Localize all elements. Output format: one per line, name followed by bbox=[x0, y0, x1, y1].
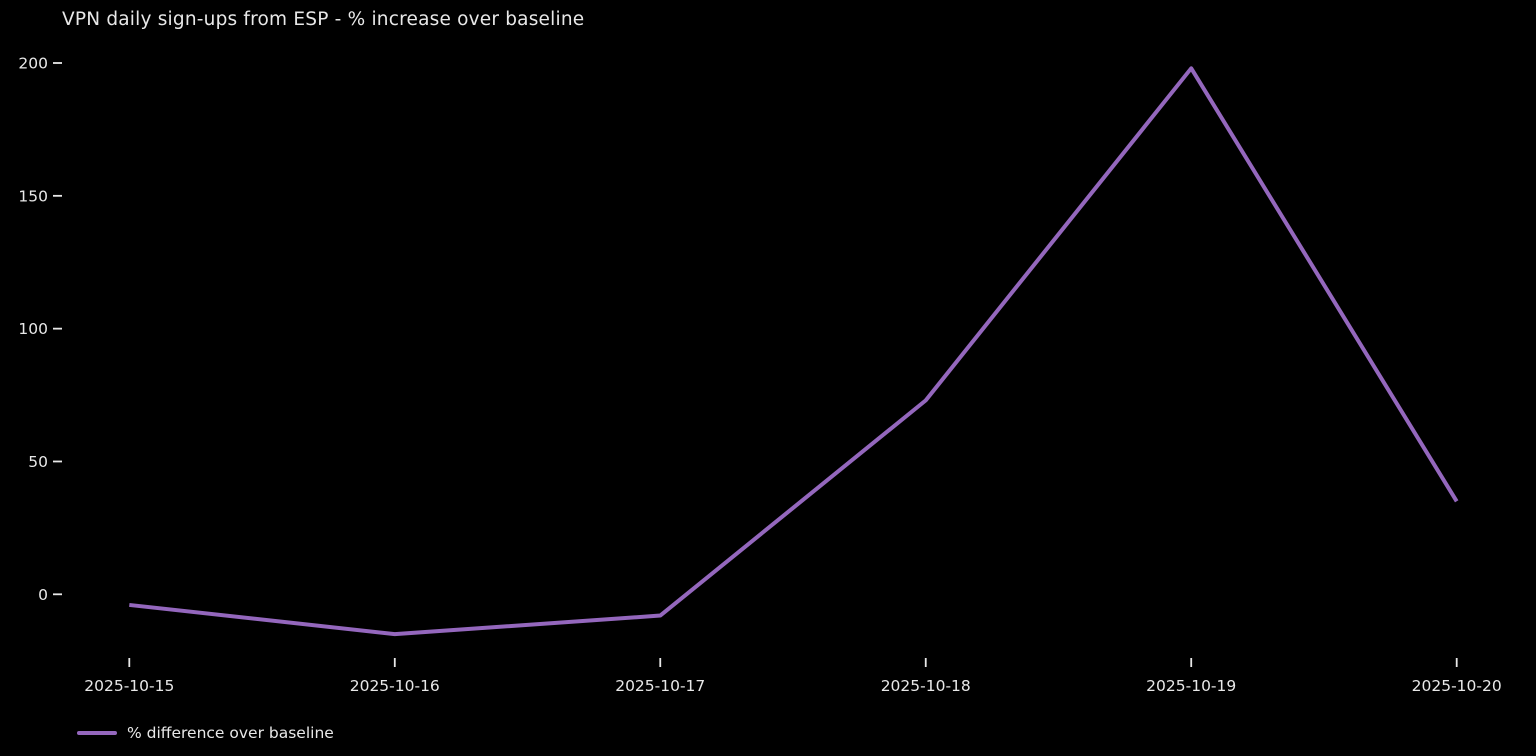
y-tick-label: 0 bbox=[38, 586, 48, 604]
data-line bbox=[129, 66, 1459, 637]
x-tick-label: 2025-10-19 bbox=[1146, 677, 1236, 695]
y-tick-label: 200 bbox=[18, 55, 48, 73]
y-tick-label: 150 bbox=[18, 187, 48, 205]
x-tick-label: 2025-10-15 bbox=[84, 677, 174, 695]
legend-line-swatch bbox=[77, 731, 117, 735]
chart-title: VPN daily sign-ups from ESP - % increase… bbox=[62, 9, 585, 30]
x-tick-label: 2025-10-18 bbox=[881, 677, 971, 695]
x-tick-label: 2025-10-20 bbox=[1412, 677, 1502, 695]
x-tick-label: 2025-10-16 bbox=[350, 677, 440, 695]
y-tick-label: 100 bbox=[18, 320, 48, 338]
x-tick-label: 2025-10-17 bbox=[615, 677, 705, 695]
legend-label: % difference over baseline bbox=[127, 724, 334, 742]
legend: % difference over baseline bbox=[77, 724, 334, 742]
y-tick-label: 50 bbox=[28, 453, 48, 471]
